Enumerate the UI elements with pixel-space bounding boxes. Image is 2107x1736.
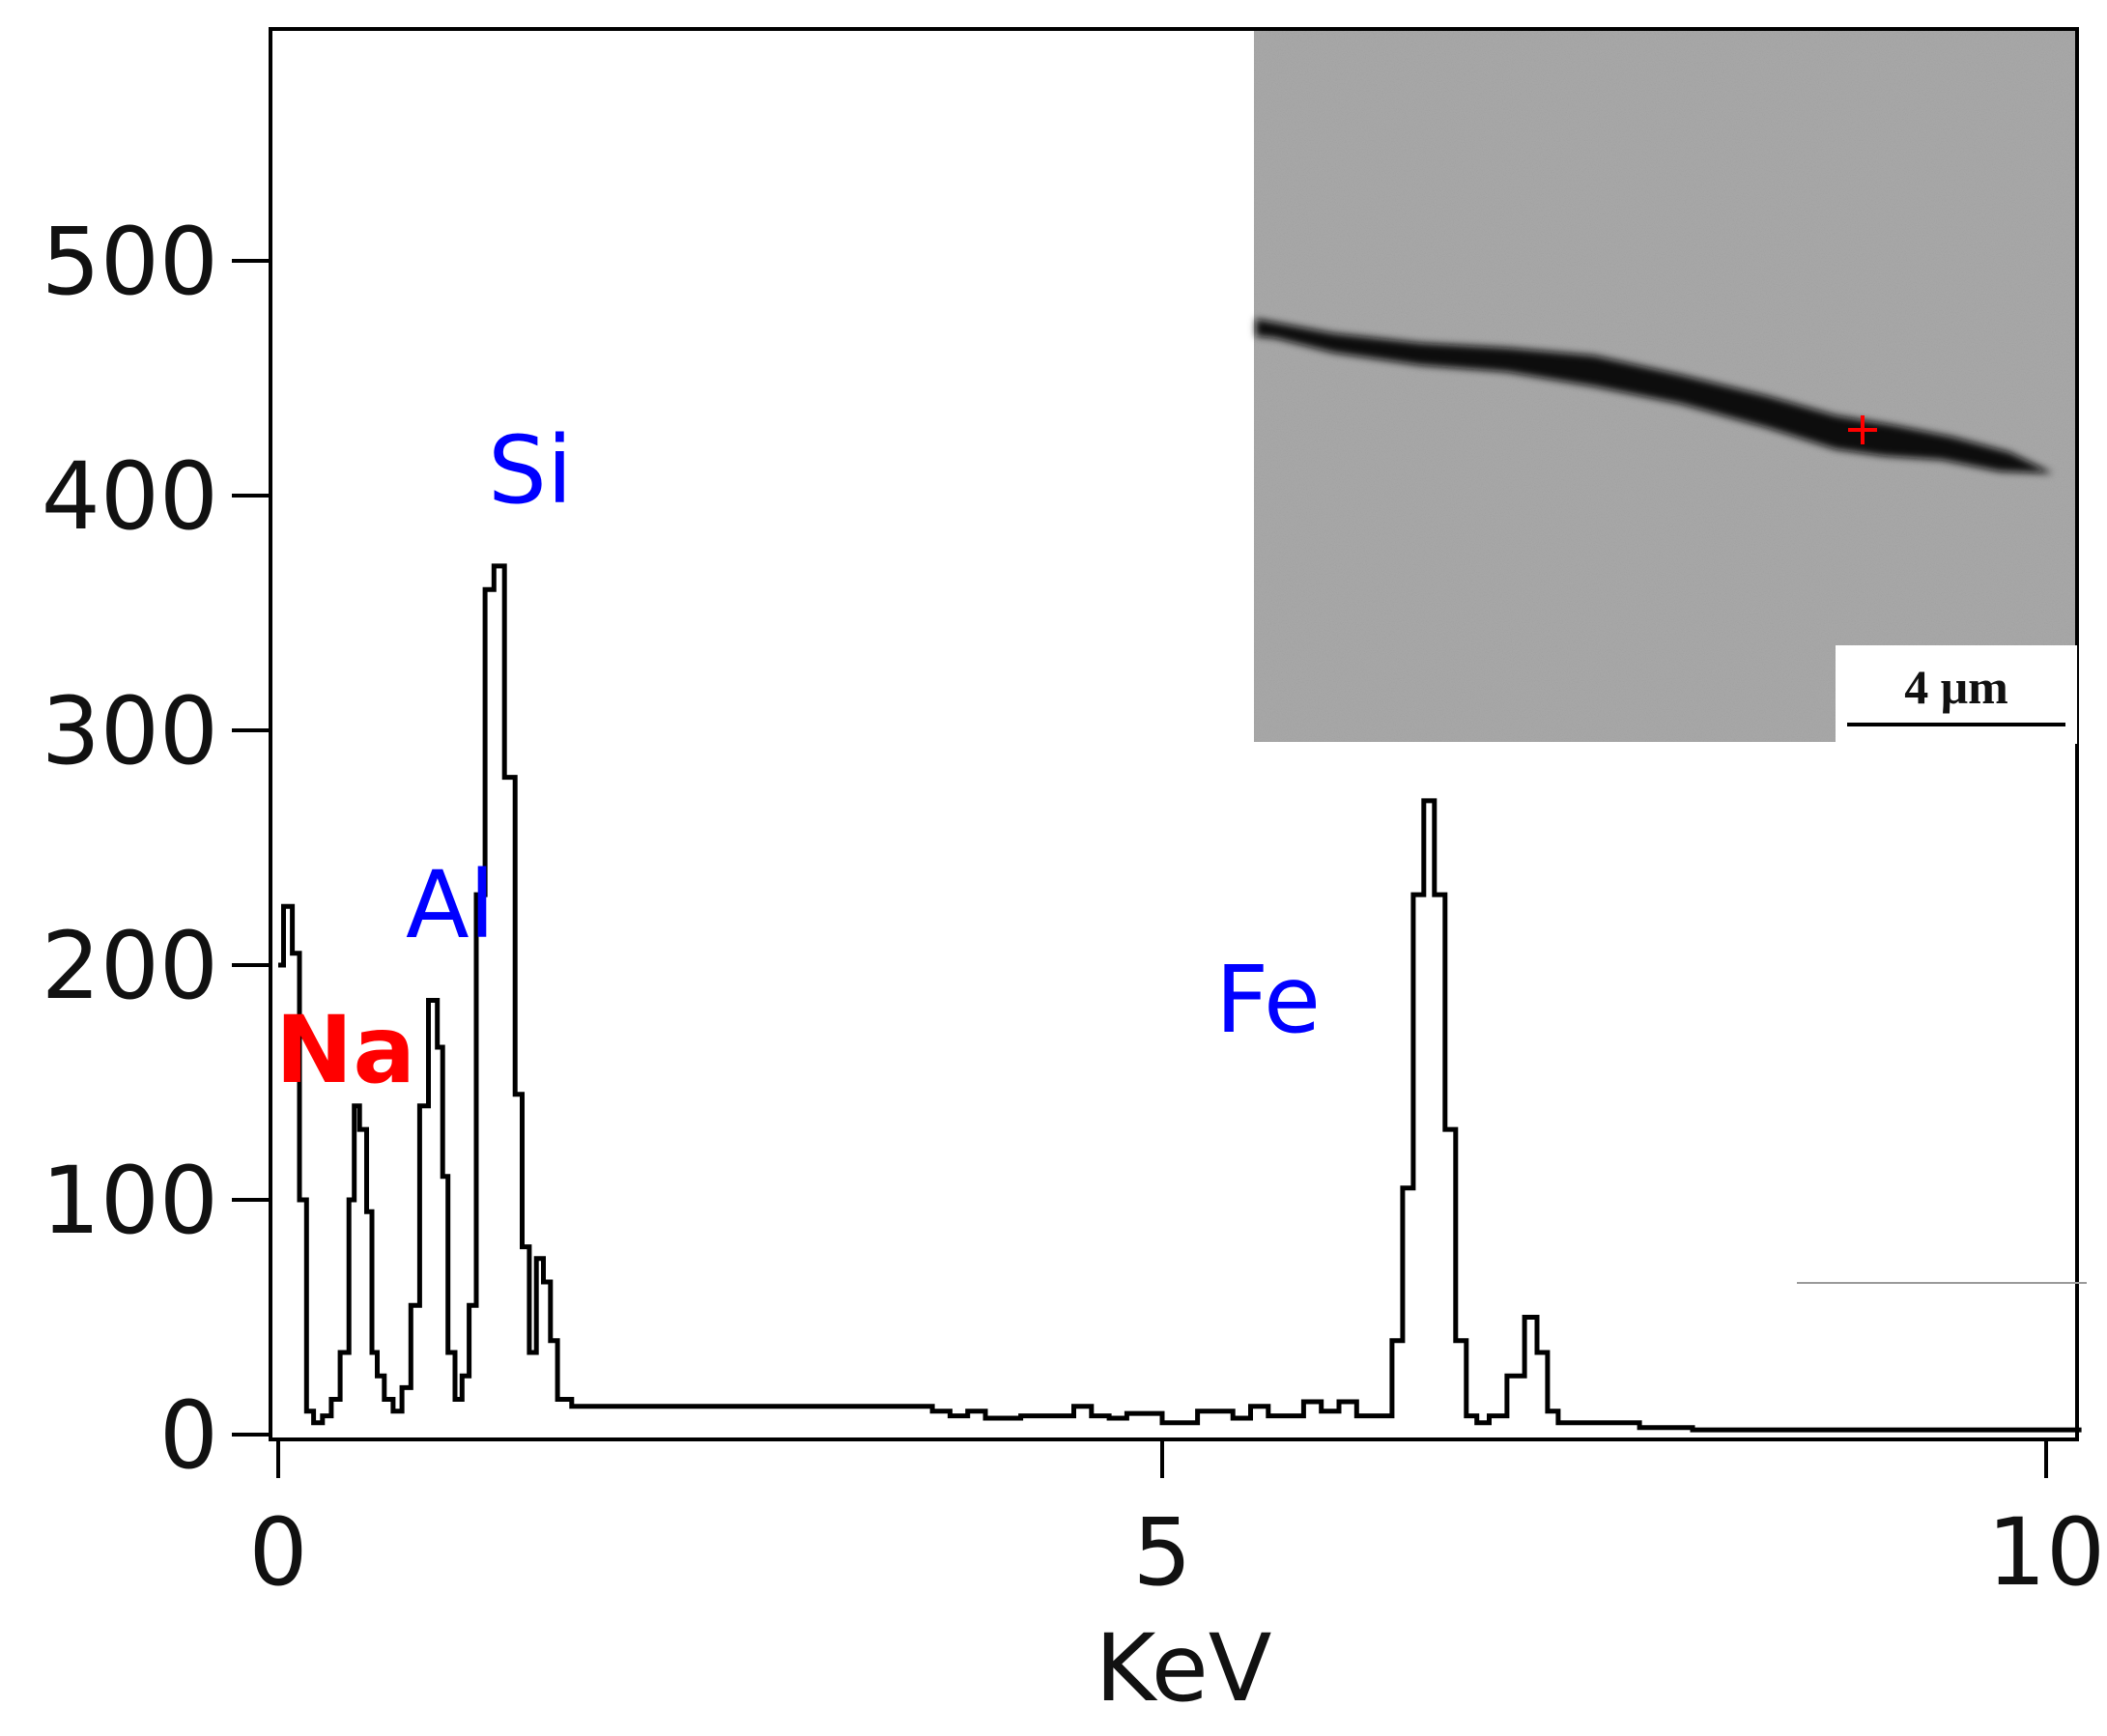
sem-point-marker xyxy=(1848,415,1877,444)
x-axis-title: KeV xyxy=(1096,1614,1272,1722)
peak-label-al: Al xyxy=(406,851,495,959)
sem-scale-bar-area xyxy=(1836,645,2077,744)
y-tick-label: 500 xyxy=(42,208,218,316)
y-tick-label: 400 xyxy=(42,442,218,551)
sem-inset: 4 μm xyxy=(1254,31,2077,744)
spectrum-line xyxy=(278,563,2082,1433)
peak-label-si: Si xyxy=(488,416,573,525)
sem-scale-bar-label: 4 μm xyxy=(1904,660,2008,714)
y-tick-label: 0 xyxy=(159,1381,218,1490)
x-axis: 0 5 10 KeV xyxy=(248,1439,2105,1722)
x-tick-label: 10 xyxy=(1987,1498,2105,1607)
peak-label-na: Na xyxy=(275,996,415,1104)
y-tick-label: 200 xyxy=(42,912,218,1020)
y-axis: 0 100 200 300 400 500 xyxy=(42,208,270,1490)
peak-label-fe: Fe xyxy=(1215,946,1321,1054)
x-tick-label: 5 xyxy=(1132,1498,1191,1607)
sem-crack xyxy=(1256,319,2053,473)
x-tick-label: 0 xyxy=(248,1498,307,1607)
y-tick-label: 300 xyxy=(42,677,218,785)
y-tick-label: 100 xyxy=(42,1147,218,1255)
